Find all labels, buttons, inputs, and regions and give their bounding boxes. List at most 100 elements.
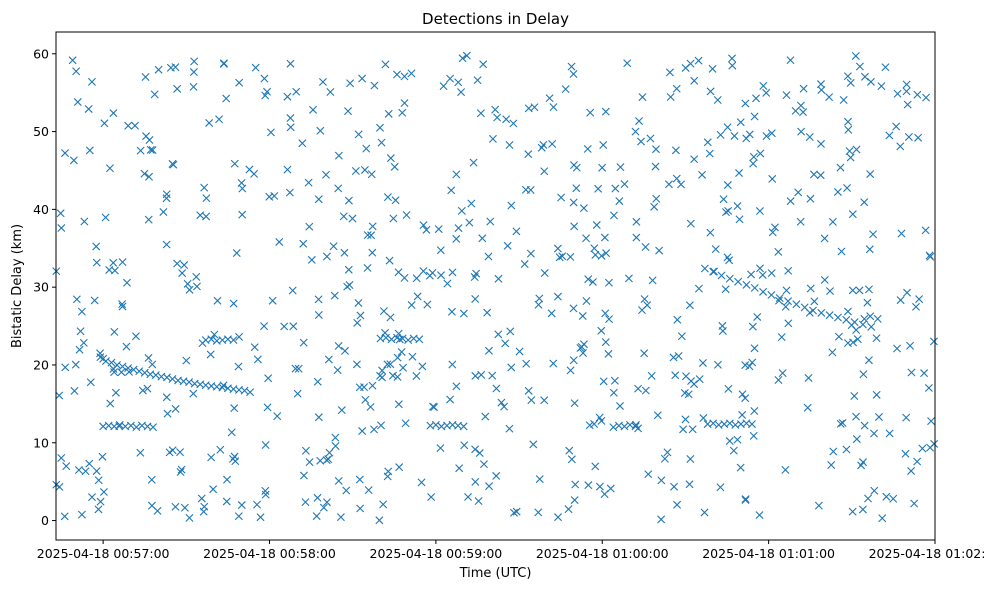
data-point-random-detections [143, 384, 152, 393]
data-point-random-detections [526, 186, 535, 195]
data-point-random-detections [190, 57, 199, 66]
data-point-random-detections [848, 507, 857, 516]
data-point-random-detections [146, 145, 155, 154]
data-point-random-detections [428, 402, 437, 411]
data-point-random-detections [730, 131, 739, 140]
data-point-track-a [168, 374, 177, 383]
data-point-random-detections [110, 368, 119, 377]
data-point-stationary-clutter [748, 420, 756, 429]
data-point-random-detections [595, 482, 604, 491]
data-point-random-detections [358, 74, 367, 83]
data-point-random-detections [314, 413, 323, 422]
data-point-random-detections [786, 197, 795, 206]
data-point-random-detections [878, 514, 887, 523]
data-point-random-detections [820, 234, 829, 243]
data-point-track-b [784, 297, 793, 306]
data-point-random-detections [733, 435, 742, 444]
data-point-random-detections [178, 269, 187, 278]
data-point-random-detections [408, 352, 417, 361]
data-point-random-detections [749, 431, 758, 440]
data-point-random-detections [294, 364, 303, 373]
data-point-random-detections [680, 389, 689, 397]
data-point-random-detections [260, 322, 269, 331]
data-point-random-detections [260, 74, 269, 83]
data-point-random-detections [724, 206, 733, 215]
data-point-random-detections [230, 452, 239, 461]
data-point-random-detections [566, 252, 575, 261]
data-point-random-detections [367, 170, 376, 179]
data-point-random-detections [604, 349, 613, 358]
data-point-random-detections [756, 264, 764, 273]
data-point-track-a [240, 386, 249, 395]
data-point-random-detections [582, 297, 591, 305]
data-point-random-detections [845, 147, 854, 156]
data-point-random-detections [713, 96, 722, 104]
data-point-random-detections [86, 378, 95, 387]
data-point-random-detections [322, 252, 331, 261]
data-point-random-detections [660, 454, 669, 463]
data-point-random-detections [84, 104, 93, 113]
data-point-random-detections [566, 366, 575, 375]
data-point-random-detections [797, 127, 806, 136]
data-point-random-detections [655, 246, 664, 255]
data-point-random-detections [385, 256, 394, 265]
data-point-stationary-clutter [431, 420, 440, 429]
data-point-random-detections [816, 171, 825, 180]
data-point-random-detections [870, 429, 879, 438]
data-point-random-detections [322, 498, 331, 507]
data-point-random-detections [162, 190, 171, 199]
data-point-random-detections [858, 505, 867, 514]
x-axis-label: Time (UTC) [459, 566, 532, 581]
data-point-random-detections [486, 217, 495, 226]
data-point-random-detections [423, 300, 432, 309]
data-point-random-detections [828, 348, 837, 357]
data-point-random-detections [843, 117, 852, 126]
data-point-random-detections [484, 252, 493, 261]
data-point-track-a [101, 357, 110, 366]
data-point-random-detections [913, 457, 922, 466]
data-point-random-detections [222, 497, 231, 506]
data-point-random-detections [817, 85, 826, 94]
data-point-random-detections [367, 231, 376, 240]
data-point-random-detections [922, 93, 931, 102]
data-point-random-detections [81, 467, 90, 476]
data-point-random-detections [488, 371, 497, 380]
data-point-random-detections [180, 503, 189, 512]
data-point-random-detections [162, 240, 171, 249]
data-point-random-detections [419, 221, 428, 230]
data-point-random-detections [492, 471, 501, 480]
data-point-random-detections [768, 228, 777, 237]
data-point-random-detections [336, 513, 345, 522]
data-point-random-detections [363, 231, 372, 240]
data-point-random-detections [340, 248, 349, 257]
data-point-random-detections [223, 475, 232, 484]
data-point-random-detections [448, 360, 457, 369]
plot-frame [55, 31, 936, 541]
data-point-random-detections [602, 249, 611, 258]
data-point-random-detections [750, 112, 759, 121]
data-point-random-detections [741, 99, 750, 108]
data-point-random-detections [721, 285, 730, 294]
data-point-random-detections [412, 274, 421, 283]
data-point-random-detections [500, 402, 509, 411]
data-point-stationary-clutter [126, 421, 135, 430]
data-point-random-detections [159, 207, 168, 216]
data-point-random-detections [216, 445, 225, 454]
data-point-random-detections [73, 98, 82, 107]
data-point-random-detections [375, 516, 384, 525]
data-point-random-detections [695, 375, 704, 384]
data-point-random-detections [570, 222, 579, 231]
data-point-random-detections [313, 377, 322, 386]
data-point-random-detections [324, 455, 333, 464]
data-point-track-a [185, 378, 194, 387]
data-point-random-detections [171, 63, 180, 72]
data-point-random-detections [488, 134, 497, 143]
data-point-random-detections [316, 126, 325, 135]
data-point-random-detections [407, 301, 416, 310]
data-point-stationary-clutter [459, 422, 468, 431]
data-point-track-b [759, 287, 768, 296]
data-point-random-detections [672, 84, 681, 93]
data-point-random-detections [88, 493, 97, 502]
data-point-random-detections [319, 503, 328, 512]
data-point-random-detections [918, 444, 927, 453]
